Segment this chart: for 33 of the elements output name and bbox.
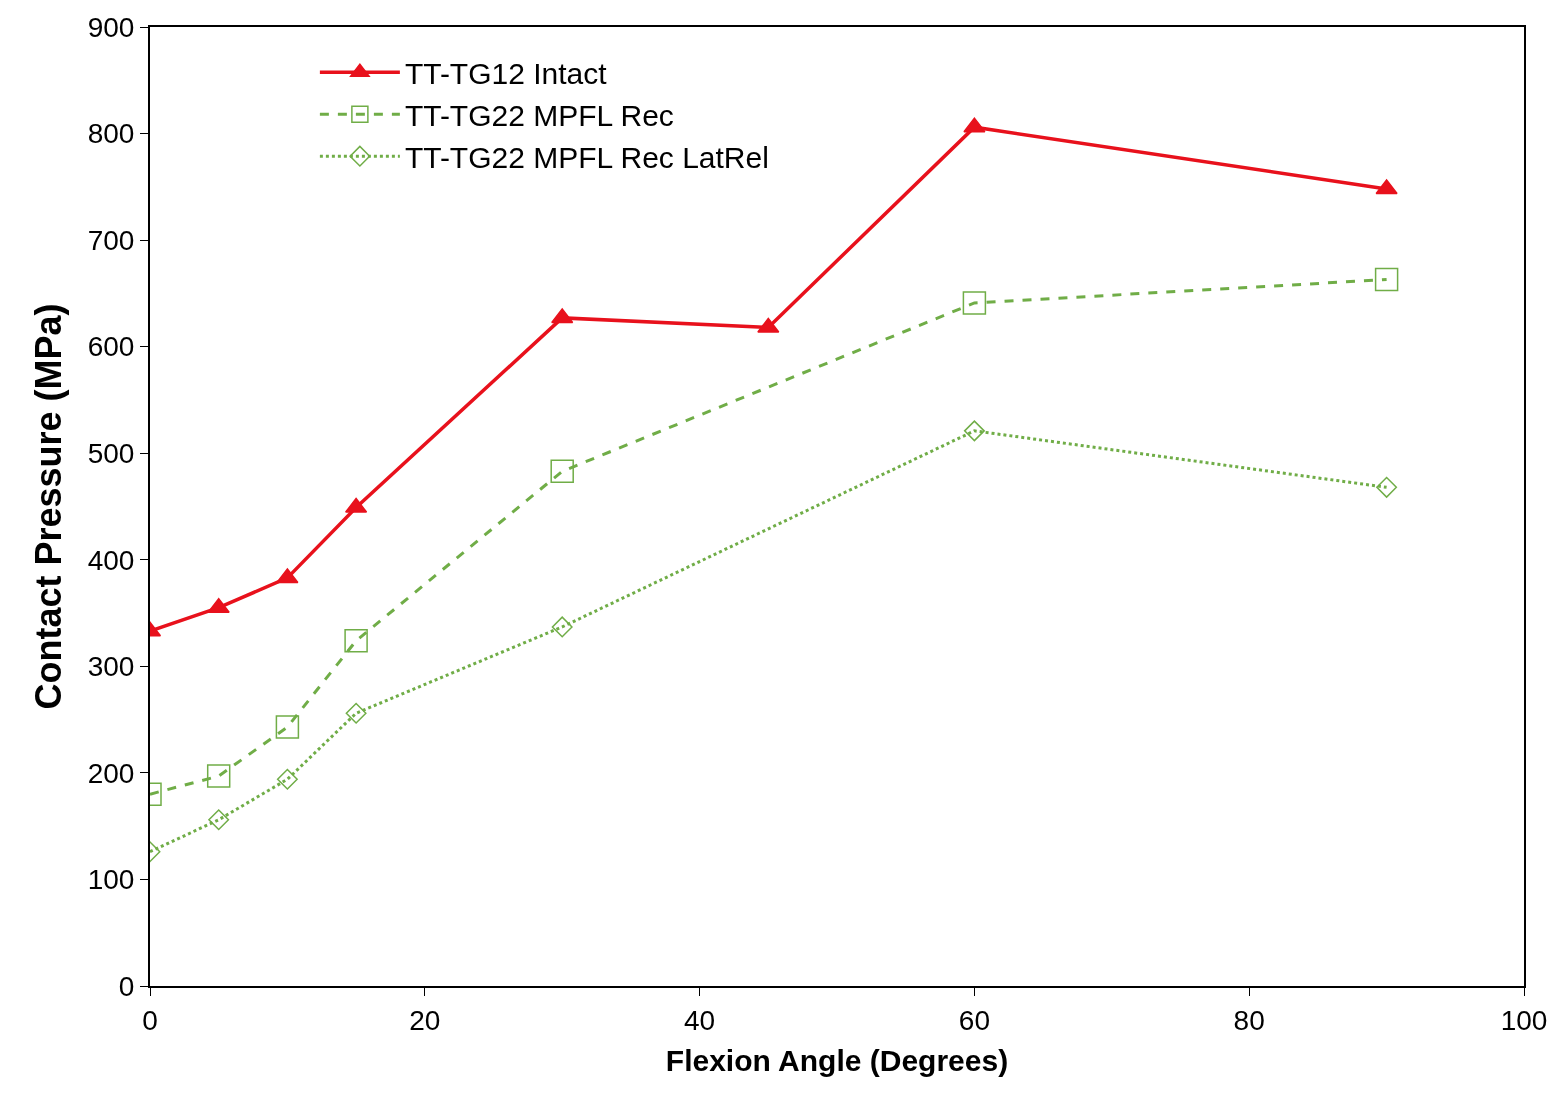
y-tick-label: 100 xyxy=(87,864,135,896)
y-tick-label: 600 xyxy=(87,331,135,363)
y-axis-title: Contact Pressure (MPa) xyxy=(28,303,70,710)
point xyxy=(344,629,368,653)
legend-label: TT-TG12 Intact xyxy=(404,56,608,90)
x-tick-label: 0 xyxy=(142,1004,158,1036)
x-tick-label: 40 xyxy=(684,1004,716,1036)
y-tick-label: 0 xyxy=(118,970,135,1002)
y-tick-label: 300 xyxy=(87,651,135,683)
point xyxy=(1374,267,1399,292)
y-tick-label: 200 xyxy=(87,757,135,789)
point xyxy=(276,768,298,790)
point xyxy=(345,702,367,724)
point xyxy=(206,764,231,788)
point xyxy=(1376,476,1398,498)
point xyxy=(208,809,230,831)
point xyxy=(962,291,987,315)
y-tick-label: 700 xyxy=(87,224,135,256)
y-tick-label: 900 xyxy=(87,11,135,43)
point xyxy=(551,616,573,638)
point xyxy=(275,715,300,739)
legend-label: TT-TG22 MPFL Rec xyxy=(404,98,674,132)
point xyxy=(963,420,985,442)
y-tick-label: 800 xyxy=(87,118,135,150)
x-tick-label: 100 xyxy=(1500,1004,1548,1036)
y-tick-label: 500 xyxy=(87,438,135,470)
x-tick-label: 20 xyxy=(409,1004,441,1036)
y-tick-label: 400 xyxy=(87,544,135,576)
point xyxy=(550,459,574,484)
legend-label: TT-TG22 MPFL Rec LatRel xyxy=(404,140,769,174)
x-axis-title: Flexion Angle (Degrees) xyxy=(665,1043,1009,1077)
x-tick-label: 80 xyxy=(1233,1004,1265,1036)
x-tick-label: 60 xyxy=(958,1004,990,1036)
